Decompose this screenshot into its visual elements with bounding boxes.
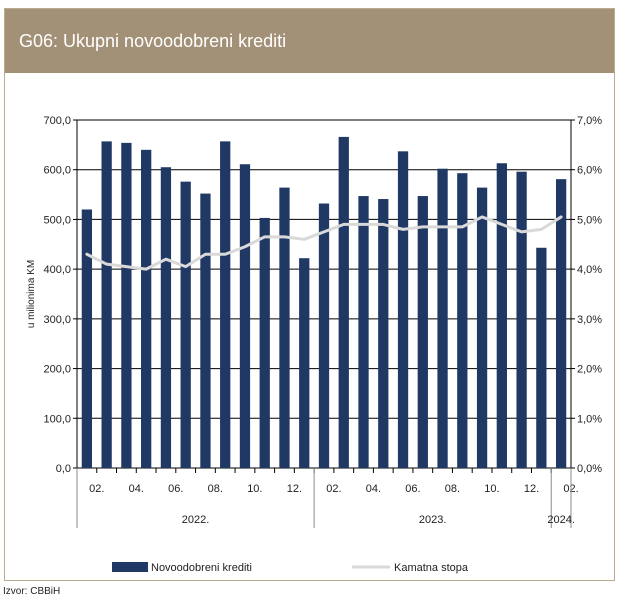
x-tick-label: 02. — [89, 483, 104, 495]
y-axis-title: u milionima KM — [26, 260, 37, 328]
x-tick-label: 06. — [168, 483, 183, 495]
bar — [397, 151, 409, 468]
bar — [239, 164, 251, 468]
left-tick-label: 700,0 — [43, 115, 71, 127]
bar — [180, 181, 191, 468]
legend-swatch-novoodobreni-krediti — [112, 562, 148, 572]
bar — [200, 193, 211, 468]
right-tick-label: 0,0% — [577, 463, 602, 475]
x-tick-label: 04. — [129, 483, 144, 495]
left-tick-label: 400,0 — [43, 264, 71, 276]
chart-title: G06: Ukupni novoodobreni krediti — [19, 30, 287, 51]
x-tick-label: 12. — [287, 483, 302, 495]
left-tick-label: 0,0 — [56, 463, 71, 475]
bar — [101, 141, 112, 468]
right-tick-label: 3,0% — [577, 314, 602, 326]
bar — [160, 167, 172, 468]
bar — [279, 187, 290, 468]
right-tick-label: 5,0% — [577, 214, 602, 226]
bar — [496, 163, 507, 468]
bar — [378, 199, 389, 468]
legend-label-kamatna-stopa: Kamatna stopa — [394, 562, 469, 574]
right-tick-label: 2,0% — [577, 364, 602, 376]
chart-header: G06: Ukupni novoodobreni krediti — [5, 9, 614, 73]
right-tick-label: 4,0% — [577, 264, 602, 276]
bar — [476, 187, 488, 468]
source-note: Izvor: CBBiH — [3, 586, 61, 597]
left-tick-label: 500,0 — [43, 214, 71, 226]
bar — [536, 247, 547, 468]
left-tick-label: 100,0 — [43, 413, 71, 425]
bar — [220, 141, 231, 468]
bar — [358, 196, 369, 468]
bar — [437, 168, 448, 468]
series-line-kamatna-stopa — [85, 215, 563, 271]
bar — [516, 171, 527, 468]
left-tick-label: 600,0 — [43, 165, 71, 177]
bar — [338, 136, 349, 468]
left-tick-label: 300,0 — [43, 314, 71, 326]
year-label: 2022. — [182, 514, 210, 526]
x-tick-label: 08. — [208, 483, 223, 495]
bar — [318, 203, 330, 468]
left-tick-label: 200,0 — [43, 364, 71, 376]
x-tick-label: 12. — [524, 483, 539, 495]
x-tick-label: 06. — [405, 483, 420, 495]
x-tick-label: 10. — [484, 483, 499, 495]
bar — [417, 196, 428, 468]
bar — [555, 179, 567, 468]
x-tick-label: 04. — [366, 483, 381, 495]
bar — [457, 173, 468, 469]
legend-label-novoodobreni-krediti: Novoodobreni krediti — [151, 562, 252, 574]
year-label: 2023. — [419, 514, 447, 526]
x-tick-label: 08. — [445, 483, 460, 495]
bar — [299, 258, 310, 468]
x-tick-label: 10. — [247, 483, 262, 495]
bar — [259, 217, 270, 468]
x-tick-label: 02. — [326, 483, 341, 495]
bar — [121, 142, 132, 468]
year-label: 2024. — [547, 514, 575, 526]
right-tick-label: 7,0% — [577, 115, 602, 127]
right-tick-label: 6,0% — [577, 165, 602, 177]
bar — [141, 149, 152, 469]
bar — [81, 209, 93, 468]
right-tick-label: 1,0% — [577, 413, 602, 425]
